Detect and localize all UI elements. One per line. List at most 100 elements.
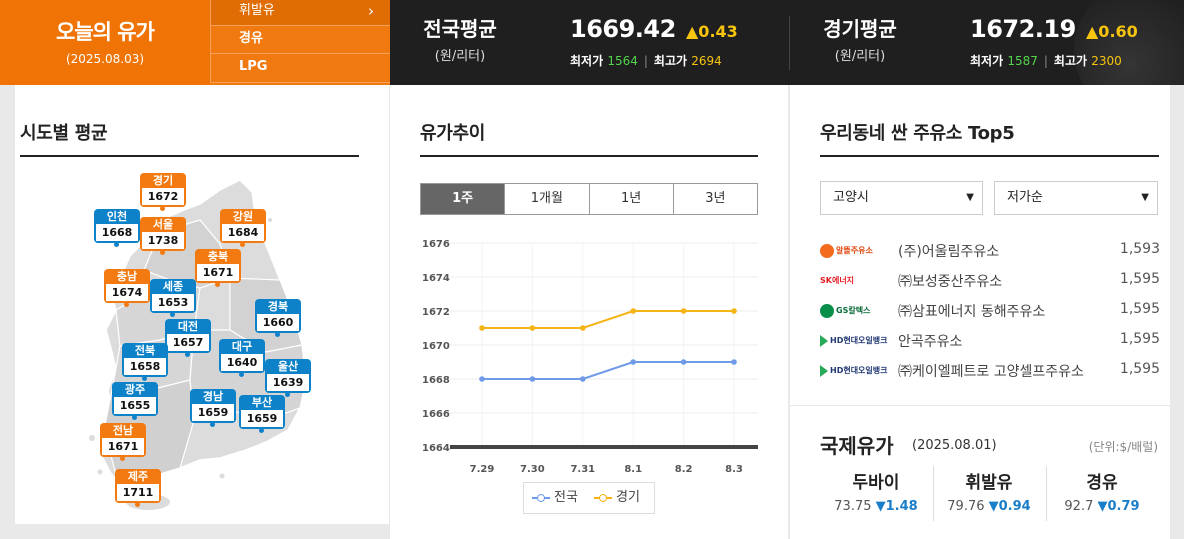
region-marker[interactable]: 광주 1655 (112, 382, 158, 420)
region-name: 충남 (116, 270, 138, 283)
fuel-menu-diesel[interactable]: 경유 (210, 26, 390, 55)
region-price: 1684 (222, 224, 264, 241)
fuel-menu-gasoline[interactable]: 휘발유 › (210, 0, 390, 26)
region-price: 1640 (221, 354, 263, 371)
region-name: 울산 (277, 360, 299, 373)
region-name: 서울 (152, 218, 174, 231)
station-item[interactable]: SK에너지 ㈜보성중산주유소 1,595 (820, 271, 1160, 293)
region-marker[interactable]: 세종 1653 (150, 279, 196, 317)
max-value: 2694 (691, 54, 722, 68)
station-item[interactable]: HD현대오일뱅크 ㈜케이엘페트로 고양셀프주유소 1,595 (820, 361, 1160, 383)
region-select-value: 고양시 (833, 190, 869, 205)
tab-1-week[interactable]: 1주 (421, 184, 505, 214)
region-marker[interactable]: 대구 1640 (219, 339, 265, 377)
region-price: 1668 (96, 224, 138, 241)
region-dot (285, 392, 290, 397)
station-item[interactable]: HD현대오일뱅크 안곡주유소 1,595 (820, 331, 1160, 353)
region-marker[interactable]: 전남 1671 (100, 423, 146, 461)
region-name: 부산 (251, 396, 273, 409)
region-marker[interactable]: 부산 1659 (239, 395, 285, 433)
title-underline (420, 155, 758, 157)
y-tick-label: 1674 (422, 273, 450, 284)
region-price: 1671 (102, 438, 144, 455)
y-tick-label: 1672 (422, 307, 450, 318)
series-line (482, 361, 734, 380)
oil-price: 79.76 (947, 499, 985, 514)
region-marker[interactable]: 경남 1659 (190, 389, 236, 427)
price-trend-panel: 유가추이 1주 1개월 1년 3년 1676 1674 1672 1670 1668 16… (390, 85, 788, 539)
data-point (529, 325, 536, 331)
gyeonggi-average-change: ▲0.60 (1086, 22, 1138, 41)
region-dot (170, 312, 175, 317)
brand-name: HD현대오일뱅크 (830, 366, 888, 375)
legend-gyeonggi[interactable]: 경기 (594, 483, 640, 513)
brand-name: HD현대오일뱅크 (830, 336, 888, 345)
oil-change: ▼0.94 (988, 499, 1031, 514)
region-price: 1653 (152, 294, 194, 311)
regional-average-panel: 시도별 평균 경기 1672 인천 1668 서울 1738 강원 1684 충북 1671 충남 1… (15, 85, 389, 524)
station-price: 1,595 (1119, 271, 1160, 287)
region-marker[interactable]: 충남 1674 (104, 269, 150, 307)
region-select[interactable]: 고양시 ▼ (820, 181, 983, 215)
region-marker[interactable]: 제주 1711 (115, 469, 161, 507)
region-price: 1659 (241, 410, 283, 427)
data-point (680, 359, 687, 365)
region-marker[interactable]: 경북 1660 (255, 299, 301, 337)
sort-select-value: 저가순 (1007, 190, 1043, 205)
tab-3-years[interactable]: 3년 (672, 184, 757, 214)
data-point (680, 308, 687, 314)
region-marker[interactable]: 대전 1657 (165, 319, 211, 357)
fuel-type-menu: 휘발유 › 경유 LPG (210, 0, 390, 85)
separator: | (643, 54, 648, 68)
region-name: 전남 (112, 424, 134, 437)
hd-oilbank-logo: HD현대오일뱅크 (820, 333, 888, 349)
divider (1046, 466, 1047, 521)
region-dot (215, 282, 220, 287)
oil-dubai: 두바이 73.75 ▼1.48 (820, 468, 932, 514)
oil-diesel: 경유 92.7 ▼0.79 (1046, 468, 1158, 514)
region-marker[interactable]: 경기 1672 (140, 173, 186, 211)
tab-1-month[interactable]: 1개월 (504, 184, 588, 214)
gyeonggi-average-title: 경기평균 (823, 17, 897, 41)
tab-1-year[interactable]: 1년 (588, 184, 673, 214)
max-label: 최고가 (1053, 54, 1088, 68)
chart-legend: 전국 경기 (523, 482, 655, 514)
region-name: 대구 (231, 340, 253, 353)
legend-gyeonggi-swatch (594, 493, 612, 502)
station-item[interactable]: GS칼텍스 ㈜삼표에너지 동해주유소 1,595 (820, 301, 1160, 323)
top-bar: 오늘의 유가 (2025.08.03) 휘발유 › 경유 LPG 전국평균 (원… (0, 0, 1184, 85)
fuel-menu-lpg[interactable]: LPG (210, 54, 390, 83)
region-price: 1657 (167, 334, 209, 351)
sk-energy-logo: SK에너지 (820, 273, 876, 289)
brand-name: 알뜰주유소 (836, 246, 873, 255)
region-marker[interactable]: 서울 1738 (140, 217, 186, 255)
region-marker[interactable]: 인천 1668 (94, 209, 140, 247)
region-dot (124, 302, 129, 307)
title-underline (20, 155, 359, 157)
region-dot (210, 422, 215, 427)
brand-name: GS칼텍스 (836, 306, 871, 315)
min-value: 1564 (607, 54, 638, 68)
min-label: 최저가 (570, 54, 604, 68)
station-price: 1,595 (1119, 331, 1160, 347)
brand-name: SK에너지 (820, 276, 855, 285)
gyeonggi-min-max: 최저가 1587 | 최고가 2300 (970, 52, 1122, 69)
data-point (580, 376, 586, 382)
station-item[interactable]: 알뜰주유소 (주)어울림주유소 1,593 (820, 241, 1160, 263)
region-name: 경남 (202, 390, 224, 403)
region-marker[interactable]: 강원 1684 (220, 209, 266, 247)
region-dot (160, 206, 165, 211)
station-name: ㈜삼표에너지 동해주유소 (898, 304, 1046, 320)
region-marker[interactable]: 울산 1639 (265, 359, 311, 397)
legend-national[interactable]: 전국 (532, 483, 578, 513)
station-name: ㈜케이엘페트로 고양셀프주유소 (898, 364, 1084, 380)
sort-select[interactable]: 저가순 ▼ (994, 181, 1158, 215)
national-average-unit: (원/리터) (434, 49, 486, 64)
region-marker[interactable]: 전북 1658 (122, 343, 168, 381)
region-marker[interactable]: 충북 1671 (195, 249, 241, 287)
price-trend-chart: 1676 1674 1672 1670 1668 1666 1664 7.29 7.30 7.31… (422, 239, 758, 475)
national-average-title: 전국평균 (423, 17, 497, 41)
oil-name: 경유 (1086, 473, 1118, 493)
min-label: 최저가 (970, 54, 1004, 68)
period-tabs: 1주 1개월 1년 3년 (420, 183, 758, 215)
